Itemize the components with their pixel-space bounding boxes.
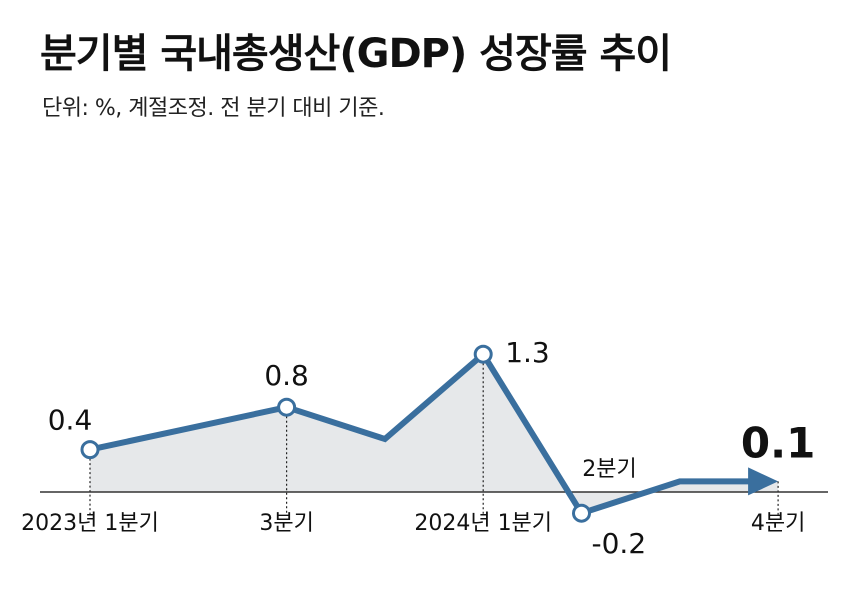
data-point-marker — [80, 440, 100, 460]
latest-value-label: 0.1 — [741, 418, 815, 467]
x-tick-label: 4분기 — [751, 511, 805, 536]
series-line — [89, 349, 753, 517]
data-point-marker — [277, 397, 297, 417]
data-value-label: 0.4 — [48, 404, 93, 437]
x-tick-label: 2024년 1분기 — [414, 511, 552, 536]
chart-subtitle: 단위: %, 계절조정. 전 분기 대비 기준. — [42, 96, 385, 121]
series-end-arrow — [748, 467, 779, 496]
chart-title: 분기별 국내총생산(GDP) 성장률 추이 — [40, 31, 672, 77]
x-tick-label: 2023년 1분기 — [21, 511, 159, 536]
x-tick-label: 3분기 — [259, 511, 313, 536]
data-point-marker — [572, 503, 591, 523]
data-value-label: 0.8 — [264, 359, 309, 392]
data-value-label: 1.3 — [505, 336, 550, 369]
data-point-marker — [473, 344, 493, 364]
data-value-label: -0.2 — [592, 527, 647, 560]
area-fill — [90, 354, 779, 514]
x-tick-label: 2분기 — [582, 457, 636, 482]
